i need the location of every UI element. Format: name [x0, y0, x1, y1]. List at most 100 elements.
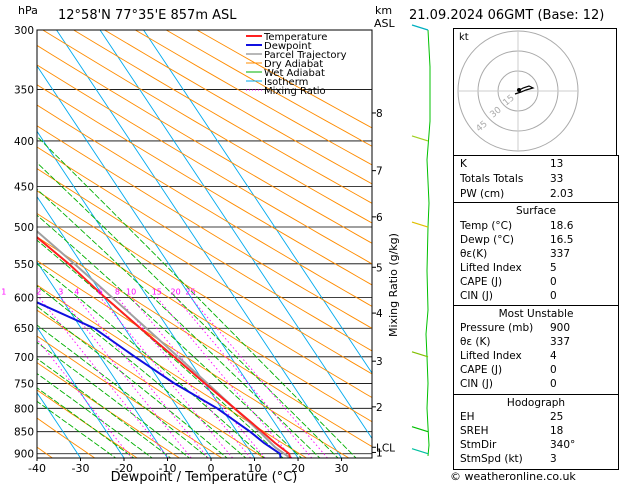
dry-adiabat-line: [37, 84, 372, 286]
hodo-value: 340°: [550, 439, 576, 451]
indices-panel: K 13 Totals Totals 33 PW (cm) 2.03: [453, 155, 619, 205]
pressure-tick-label: 600: [14, 292, 34, 304]
isotherm-line: [37, 195, 212, 458]
most-unstable-title: Most Unstable: [498, 308, 574, 320]
mixing-ratio-label: 4: [74, 287, 79, 296]
wind-barb: [411, 426, 429, 433]
temperature-tick-label: 20: [291, 462, 305, 475]
mu-label: Pressure (mb): [460, 322, 534, 334]
isotherm-line: [37, 326, 125, 458]
index-value: 2.03: [550, 188, 574, 200]
wind-barb: [411, 351, 429, 358]
dry-adiabat-line: [37, 190, 372, 399]
dry-adiabat-line: [0, 30, 10, 458]
index-label: Totals Totals: [460, 173, 524, 185]
wind-barb: [411, 221, 429, 228]
pressure-tick-label: 450: [14, 181, 34, 193]
pressure-tick-label: 750: [14, 378, 34, 390]
mu-value: 900: [550, 322, 571, 334]
mixing-ratio-line: [37, 338, 132, 458]
mu-label: θε (K): [460, 336, 491, 348]
mu-value: 337: [550, 336, 571, 348]
mixing-ratio-line: [60, 297, 192, 458]
dry-adiabat-line: [37, 260, 350, 458]
left-unit-label: hPa: [18, 4, 38, 17]
most-unstable-panel: Most Unstable Pressure (mb) 900 θε (K) 337…: [453, 305, 619, 397]
surface-title: Surface: [515, 205, 556, 217]
legend-dry-adiabat: Dry Adiabat: [264, 59, 323, 70]
dry-adiabat-line: [135, 30, 372, 166]
credit-text: © weatheronline.co.uk: [450, 470, 576, 483]
mixing-ratio-label: 10: [126, 287, 136, 296]
dry-adiabat-line: [37, 44, 372, 244]
isotherm-line: [143, 30, 372, 374]
hodograph-table-title: Hodograph: [506, 397, 566, 409]
pressure-tick-label: 800: [14, 403, 34, 415]
wet-adiabat-line: [37, 358, 172, 458]
dry-adiabat-line: [73, 30, 372, 204]
mixing-ratio-line: [130, 297, 266, 458]
wet-adiabat-line: [37, 263, 266, 458]
mixing-ratio-label: 6: [98, 287, 103, 296]
mixing-ratio-label: 3: [58, 287, 63, 296]
wind-barb: [411, 135, 429, 142]
surface-label: CIN (J): [460, 290, 493, 302]
surface-value: 18.6: [550, 220, 574, 232]
surface-value: 16.5: [550, 234, 574, 246]
wet-adiabat-line: [37, 387, 135, 458]
legend-temperature: Temperature: [263, 32, 327, 43]
asl-unit-label: ASL: [374, 17, 395, 30]
mixing-ratio-label: 1: [1, 287, 6, 296]
x-axis-title: Dewpoint / Temperature (°C): [111, 470, 298, 485]
temperature-tick-label: 30: [335, 462, 349, 475]
wind-barb: [411, 24, 429, 31]
dry-adiabat-line: [37, 125, 372, 329]
pressure-tick-label: 300: [14, 25, 34, 37]
height-tick-label: 1: [376, 447, 383, 459]
mixing-ratio-line: [175, 297, 313, 458]
mu-value: 0: [550, 378, 557, 390]
height-tick-label: 6: [376, 212, 383, 224]
pressure-tick-label: 500: [14, 222, 34, 234]
dry-adiabat-line: [37, 236, 372, 448]
legend-isotherm: Isotherm: [264, 77, 308, 88]
location-title: 12°58'N 77°35'E 857m ASL: [58, 8, 237, 23]
isotherm-line: [37, 130, 255, 458]
height-tick-label: 8: [376, 108, 383, 120]
mu-label: CAPE (J): [460, 364, 503, 376]
dry-adiabat-line: [37, 64, 372, 265]
pressure-tick-label: 850: [14, 427, 34, 439]
isotherm-line: [37, 261, 168, 458]
surface-label: Temp (°C): [460, 220, 513, 232]
hodo-value: 3: [550, 453, 557, 465]
isotherm-line: [56, 30, 342, 458]
isotherm-line: [37, 65, 299, 458]
dry-adiabat-line: [37, 104, 372, 307]
surface-label: CAPE (J): [460, 276, 503, 288]
pressure-tick-label: 700: [14, 352, 34, 364]
dry-adiabat-line: [37, 309, 265, 458]
dry-adiabat-line: [165, 30, 372, 147]
wet-adiabat-line: [37, 162, 339, 458]
height-tick-label: 4: [376, 308, 383, 320]
pressure-tick-label: 650: [14, 323, 34, 335]
mu-label: CIN (J): [460, 378, 493, 390]
height-tick-label: 7: [376, 166, 383, 178]
dry-adiabat-line: [37, 146, 372, 352]
index-label: PW (cm): [460, 188, 505, 200]
legend-mixing-ratio: Mixing Ratio: [264, 86, 326, 97]
surface-value: 5: [550, 262, 557, 274]
mixing-ratio-line: [117, 297, 251, 458]
hodo-label: EH: [460, 411, 475, 423]
index-value: 13: [550, 158, 564, 170]
pressure-tick-label: 550: [14, 259, 34, 271]
surface-label: Lifted Index: [460, 262, 522, 274]
parcel-trajectory-line: [37, 230, 291, 458]
dry-adiabat-line: [104, 30, 372, 185]
hodograph: kt 45 30 15: [453, 28, 617, 156]
mu-value: 4: [550, 350, 557, 362]
wet-adiabat-line: [37, 324, 209, 458]
dry-adiabat-line: [37, 168, 372, 375]
dry-adiabat-line: [37, 284, 307, 458]
hodograph-unit: kt: [459, 32, 469, 43]
